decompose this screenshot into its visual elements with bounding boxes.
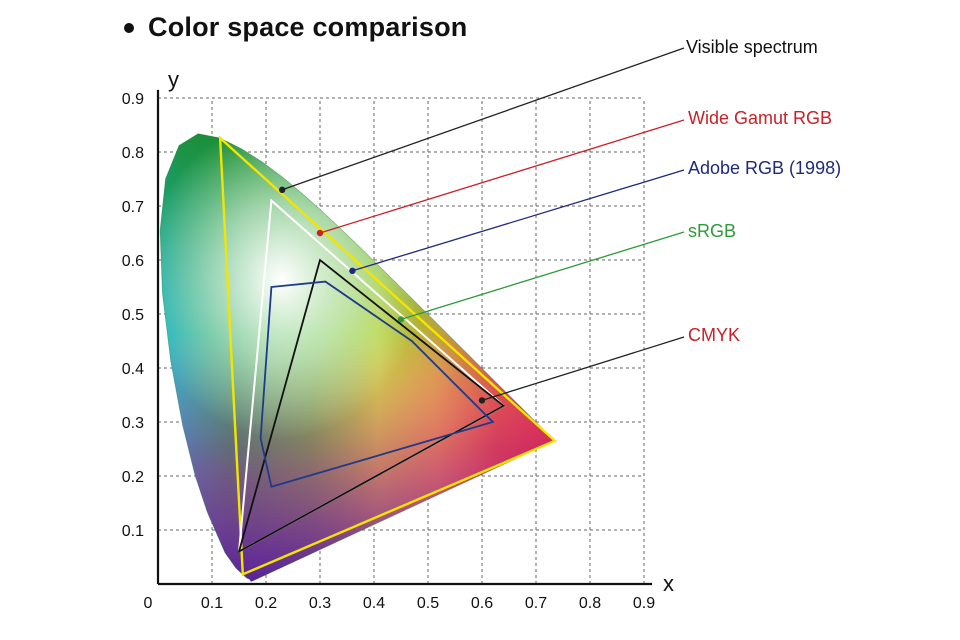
legend-label: Wide Gamut RGB (688, 108, 832, 128)
y-tick-label: 0.8 (122, 145, 144, 162)
x-tick-label: 0.5 (417, 595, 439, 612)
x-tick-label: 0.7 (525, 595, 547, 612)
cmyk-gamut (259, 280, 495, 488)
y-tick-label: 0.9 (122, 91, 144, 108)
x-tick-label: 0.2 (255, 595, 277, 612)
gamut-outlines (218, 135, 558, 577)
legend-leader-line (352, 169, 685, 272)
y-tick-label: 0.4 (122, 361, 144, 378)
legend-marker-dot (349, 267, 356, 274)
legend-marker-dot (478, 397, 486, 404)
legend-label: sRGB (688, 221, 736, 241)
wide-gamut-rgb-gamut (218, 135, 558, 577)
x-tick-label: 0.8 (579, 595, 601, 612)
legend-marker-dot (316, 229, 324, 237)
legend-label: Visible spectrum (686, 37, 818, 57)
chart-title: Color space comparison (124, 12, 468, 43)
y-tick-label: 0.3 (122, 415, 144, 432)
axes: yx (156, 67, 674, 596)
legend-label: CMYK (688, 325, 740, 345)
legend-label: Adobe RGB (1998) (688, 158, 841, 178)
tick-labels: 0 0.1 0.2 0.3 0.4 0.5 0.6 0.7 0.8 0.9 0.1 0.2 0.3 0.4… (122, 91, 655, 612)
x-tick-label: 0.3 (309, 595, 331, 612)
y-tick-label: 0.6 (122, 253, 144, 270)
x-axis-label: x (663, 571, 674, 596)
x-tick-label: 0.1 (201, 595, 223, 612)
spectral-fill (160, 133, 555, 582)
legend-leaders (279, 47, 685, 404)
legend-leader-line (400, 231, 685, 321)
x-tick-label: 0.9 (633, 595, 655, 612)
chart-title-text: Color space comparison (148, 12, 468, 42)
y-tick-label: 0.7 (122, 199, 144, 216)
legend-marker-dot (279, 186, 286, 193)
legend-leader-line (319, 119, 685, 234)
white-point-glow (160, 133, 555, 582)
x-tick-label: 0.4 (363, 595, 385, 612)
y-axis-label: y (168, 67, 179, 92)
y-tick-label: 0.5 (122, 307, 144, 324)
x-tick-label: 0.6 (471, 595, 493, 612)
legend-leader-line (281, 47, 685, 191)
y-tick-label: 0.1 (122, 523, 144, 540)
title-bullet (124, 22, 134, 33)
legend-marker-dot (397, 316, 405, 323)
legend: Visible spectrum Wide Gamut RGB Adobe RGB … (686, 37, 841, 345)
srgb-gamut (237, 258, 506, 554)
y-tick-label: 0.2 (122, 469, 144, 486)
x-tick-label: 0 (144, 595, 153, 612)
legend-leader-line (481, 336, 685, 402)
